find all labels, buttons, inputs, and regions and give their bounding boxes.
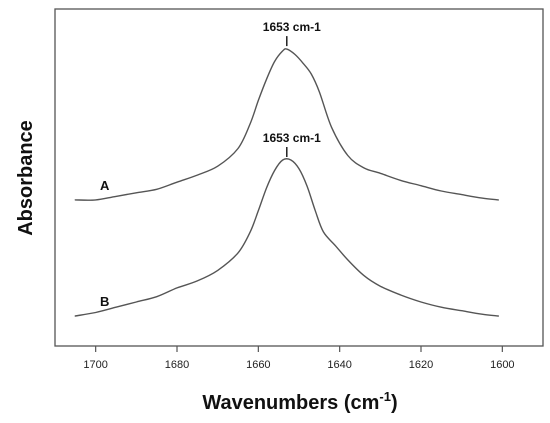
x-tick-label: 1660: [246, 359, 270, 371]
x-tick-label: 1620: [409, 359, 433, 371]
x-axis-label-sup: -1: [379, 389, 391, 404]
series-label-b: B: [100, 294, 109, 309]
plot-frame: [54, 8, 544, 347]
x-axis-label-main: Wavenumbers (cm: [202, 392, 379, 414]
x-axis-label: Wavenumbers (cm-1): [202, 389, 397, 414]
x-tick-label: 1680: [165, 359, 189, 371]
x-tick-label: 1700: [83, 359, 107, 371]
spectrum-line-a: [74, 48, 499, 201]
x-axis-label-close: ): [391, 392, 398, 414]
spectrum-line-b: [74, 158, 499, 317]
x-axis-ticks: 1700 1680 1660 1640 1620 1600: [83, 346, 515, 371]
x-tick-label: 1640: [327, 359, 351, 371]
spectra: A 1653 cm-1 B 1653 cm-1: [74, 20, 499, 317]
y-axis-label: Absorbance: [15, 120, 37, 236]
peak-label-a: 1653 cm-1: [263, 20, 321, 34]
peak-label-b: 1653 cm-1: [263, 131, 321, 145]
x-tick-label: 1600: [490, 359, 514, 371]
series-label-a: A: [100, 178, 110, 193]
